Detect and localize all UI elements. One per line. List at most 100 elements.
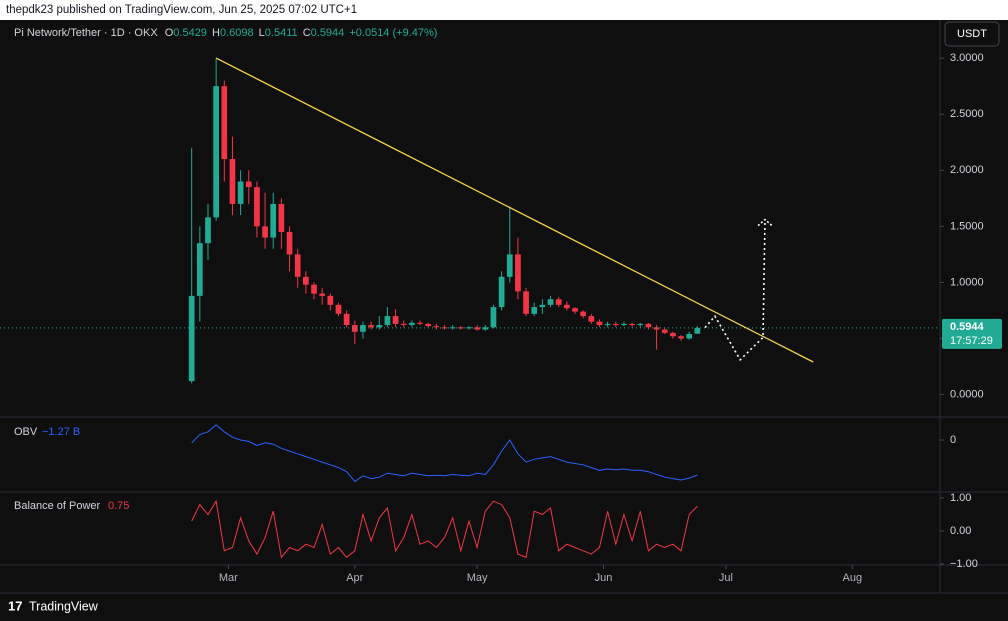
x-tick-label: May: [467, 572, 488, 584]
candle-body: [392, 316, 399, 324]
indicator-line: [191, 499, 698, 559]
y-tick-label: 2.0000: [950, 164, 984, 176]
candle-body: [368, 325, 374, 328]
bop-title: Balance of Power: [14, 500, 101, 512]
candle-body: [498, 276, 505, 308]
indicator-line: [191, 424, 698, 483]
countdown: 17:57:29: [950, 335, 993, 347]
y-tick-label: 1.00: [950, 492, 971, 504]
candle-body: [482, 327, 489, 330]
candle-body: [188, 295, 195, 382]
candle-body: [417, 322, 423, 324]
candle-body: [474, 327, 480, 330]
y-tick-label: 3.0000: [950, 52, 984, 64]
candle-body: [237, 181, 244, 204]
candle-body: [400, 323, 407, 326]
candle-body: [196, 243, 203, 296]
x-tick-label: Aug: [843, 572, 863, 584]
obv-last-value: −1.27 B: [42, 426, 80, 438]
candle-body: [515, 254, 521, 292]
candle-body: [629, 323, 635, 326]
candle-body: [254, 187, 260, 227]
candle-body: [245, 181, 252, 188]
y-tick-label: 2.5000: [950, 108, 984, 120]
publish-bar: [0, 0, 1008, 20]
candle-body: [645, 323, 652, 328]
candle-body: [433, 326, 440, 328]
candle-body: [311, 284, 317, 294]
candle-body: [343, 313, 350, 326]
candle-body: [335, 304, 342, 314]
candle-body: [319, 293, 326, 296]
y-tick-label: 0: [950, 434, 956, 446]
candle-body: [580, 311, 587, 317]
candle-body: [678, 336, 684, 339]
arrow-head: [757, 218, 773, 227]
candle-body: [523, 291, 529, 314]
candle-body: [637, 323, 644, 326]
bop-last-value: 0.75: [108, 500, 129, 512]
candle-body: [686, 334, 693, 339]
candle-body: [539, 304, 546, 308]
candle-body: [612, 323, 619, 326]
candle-body: [694, 327, 701, 334]
y-tick-label: 1.0000: [950, 276, 984, 288]
currency-box[interactable]: [944, 21, 1000, 47]
x-tick-label: Jul: [719, 572, 733, 584]
candle-body: [229, 159, 236, 204]
close-value: 0.5944: [311, 27, 345, 39]
y-tick-label: 1.5000: [950, 220, 984, 232]
candle-body: [376, 325, 383, 328]
candle-body: [531, 307, 538, 314]
footer-bar: [0, 593, 1008, 621]
ohlc-letter: H: [212, 27, 220, 39]
candle-body: [278, 203, 285, 232]
candle-body: [425, 323, 432, 327]
candle-body: [294, 254, 301, 277]
candle-body: [205, 217, 211, 244]
candle-body: [661, 329, 668, 333]
last-price-label: 0.5944: [950, 321, 985, 333]
symbol-title: Pi Network/Tether · 1D · OKX: [14, 27, 158, 39]
open-value: 0.5429: [173, 27, 207, 39]
candle-body: [360, 325, 366, 332]
footer-logo-mark: 17: [8, 598, 22, 613]
candle-body: [409, 322, 415, 326]
trendline: [215, 57, 814, 363]
candle-body: [327, 295, 334, 305]
last-price-box: [942, 318, 1002, 349]
candle-body: [555, 299, 562, 305]
low-value: 0.5411: [265, 27, 298, 39]
ohlc-letter: L: [259, 27, 265, 39]
candle-body: [588, 316, 595, 322]
publish-note: thepdk23 published on TradingView.com, J…: [6, 4, 357, 16]
projection-arrow: [704, 219, 766, 362]
obv-title: OBV: [14, 426, 38, 438]
candle-body: [670, 332, 676, 337]
candle-body: [547, 299, 554, 305]
candle-body: [604, 323, 611, 326]
high-value: 0.6098: [220, 27, 254, 39]
footer-logo: TradingView: [29, 599, 99, 613]
currency: USDT: [957, 28, 987, 40]
x-tick-label: Mar: [219, 572, 238, 584]
y-tick-label: 0.0000: [950, 388, 984, 400]
y-tick-label: 0.00: [950, 525, 971, 537]
candle-body: [221, 86, 228, 160]
candle-body: [490, 307, 497, 328]
x-tick-label: Jun: [595, 572, 613, 584]
y-tick-label: −1.00: [950, 558, 978, 570]
candle-body: [262, 226, 268, 238]
candle-body: [286, 231, 293, 255]
candle-body: [384, 316, 391, 326]
ohlc-letter: C: [303, 27, 311, 39]
candle-body: [303, 276, 309, 285]
ohlc-letter: O: [165, 27, 174, 39]
change: +0.0514 (+9.47%): [349, 27, 437, 39]
x-tick-label: Apr: [346, 572, 363, 584]
candle-body: [596, 321, 603, 326]
candle-body: [572, 308, 578, 312]
candle-body: [270, 203, 277, 238]
